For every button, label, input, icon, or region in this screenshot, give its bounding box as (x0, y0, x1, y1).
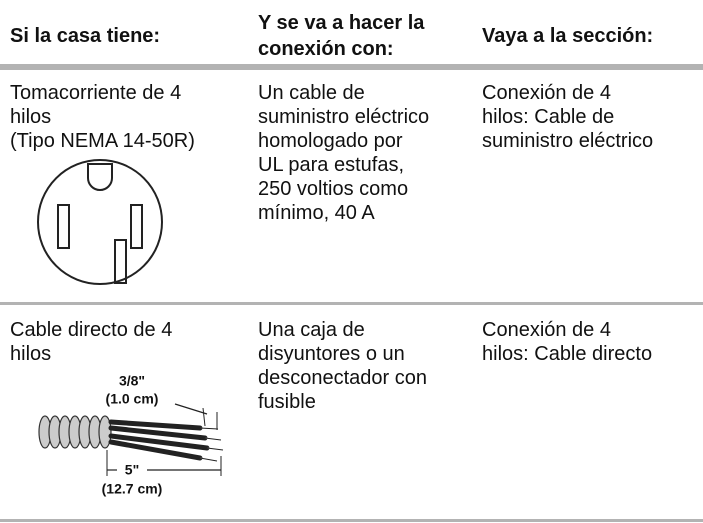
header-rule (0, 64, 703, 70)
cell-text: Conexión de 4 (482, 319, 611, 341)
header-cell: Si la casa tiene: (10, 25, 161, 47)
figure-label: (1.0 cm) (106, 391, 159, 407)
cell-text: fusible (258, 391, 316, 413)
row-rule (0, 519, 703, 522)
cell-text: hilos (10, 343, 52, 365)
cell-text: Tomacorriente de 4 (10, 82, 182, 104)
cell-text: homologado por (258, 130, 403, 152)
cable-figure: 3/8" (1.0 cm) 5" (12.7 cm) (38, 373, 224, 497)
cell-text: hilos (10, 106, 52, 128)
cell-text: (Tipo NEMA 14-50R) (10, 130, 195, 152)
cell-text: Cable directo de 4 (10, 319, 173, 341)
figure-label: (12.7 cm) (102, 481, 163, 497)
cell-text: mínimo, 40 A (258, 202, 375, 224)
header-cell: Y se va a hacer la (258, 12, 425, 34)
figure-label: 3/8" (119, 373, 145, 389)
cell-text: disyuntores o un (258, 343, 405, 365)
outlet-figure (37, 159, 163, 285)
header-cell: Vaya a la sección: (482, 25, 654, 47)
cell-text: Conexión de 4 (482, 82, 611, 104)
cell-text: 250 voltios como (258, 178, 409, 200)
header-cell: conexión con: (258, 38, 394, 60)
cell-text: Una caja de (258, 319, 365, 341)
cell-text: suministro eléctrico (258, 106, 430, 128)
cell-text: hilos: Cable de (482, 106, 615, 128)
cell-text: hilos: Cable directo (482, 343, 653, 365)
cell-text: Un cable de (258, 82, 365, 104)
cell-text: suministro eléctrico (482, 130, 654, 152)
figure-label: 5" (125, 462, 139, 478)
cell-text: desconectador con (258, 367, 428, 389)
cell-text: UL para estufas, (258, 154, 405, 176)
row-rule (0, 302, 703, 305)
